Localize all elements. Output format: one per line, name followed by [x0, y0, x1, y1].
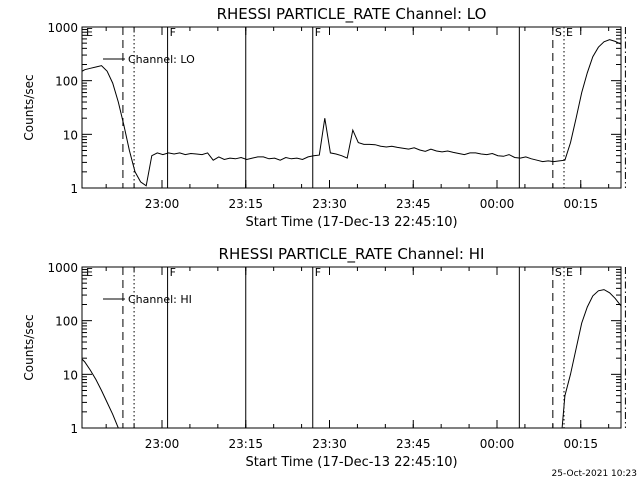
hi-y-axis-label: Counts/sec [22, 314, 36, 380]
hi-chart-title: RHESSI PARTICLE_RATE Channel: HI [219, 245, 485, 264]
x-tick-label: 23:00 [145, 197, 180, 211]
lo-chart-title: RHESSI PARTICLE_RATE Channel: LO [217, 5, 487, 24]
x-tick-label: 23:45 [396, 437, 431, 451]
x-tick-label: 23:45 [396, 197, 431, 211]
event-marker-label: F [315, 266, 321, 279]
event-marker-label: F [315, 26, 321, 39]
series-line [561, 289, 621, 428]
date-stamp: 25-Oct-2021 10:23 [552, 469, 637, 479]
x-tick-label: 23:15 [228, 197, 263, 211]
x-tick-label: 00:15 [563, 437, 598, 451]
event-marker-label: E [86, 266, 93, 279]
y-tick-label: 1000 [47, 261, 78, 275]
hi-channel-panel: RHESSI PARTICLE_RATE Channel: HI Start T… [22, 245, 626, 470]
lo-x-axis-label: Start Time (17-Dec-13 22:45:10) [245, 215, 457, 230]
x-tick-label: 23:30 [312, 437, 347, 451]
lo-channel-panel: RHESSI PARTICLE_RATE Channel: LO Start T… [22, 5, 626, 230]
event-marker-label: S [555, 26, 562, 39]
event-marker-label: E [86, 26, 93, 39]
lo-legend-label: Channel: LO [128, 53, 195, 66]
series-line [82, 358, 119, 428]
x-tick-label: 23:15 [228, 437, 263, 451]
event-marker-label: F [170, 266, 176, 279]
x-tick-label: 00:00 [480, 197, 515, 211]
x-tick-label: 23:00 [145, 437, 180, 451]
lo-y-axis-label: Counts/sec [22, 74, 36, 140]
y-tick-label: 100 [55, 75, 78, 89]
x-tick-label: 00:00 [480, 437, 515, 451]
y-tick-label: 10 [63, 368, 78, 382]
series-line [82, 39, 621, 187]
hi-legend-label: Channel: HI [128, 293, 192, 306]
event-marker-label: S [555, 266, 562, 279]
y-tick-label: 10 [63, 128, 78, 142]
y-tick-label: 1000 [47, 21, 78, 35]
y-tick-label: 100 [55, 315, 78, 329]
plot-frame [81, 26, 622, 189]
plot-frame [81, 266, 622, 429]
event-marker-label: F [170, 26, 176, 39]
event-marker-label: E [566, 26, 573, 39]
hi-x-axis-label: Start Time (17-Dec-13 22:45:10) [245, 455, 457, 470]
event-marker-label: E [566, 266, 573, 279]
x-tick-label: 23:30 [312, 197, 347, 211]
x-tick-label: 00:15 [563, 197, 598, 211]
y-tick-label: 1 [70, 182, 78, 196]
y-tick-label: 1 [70, 422, 78, 436]
